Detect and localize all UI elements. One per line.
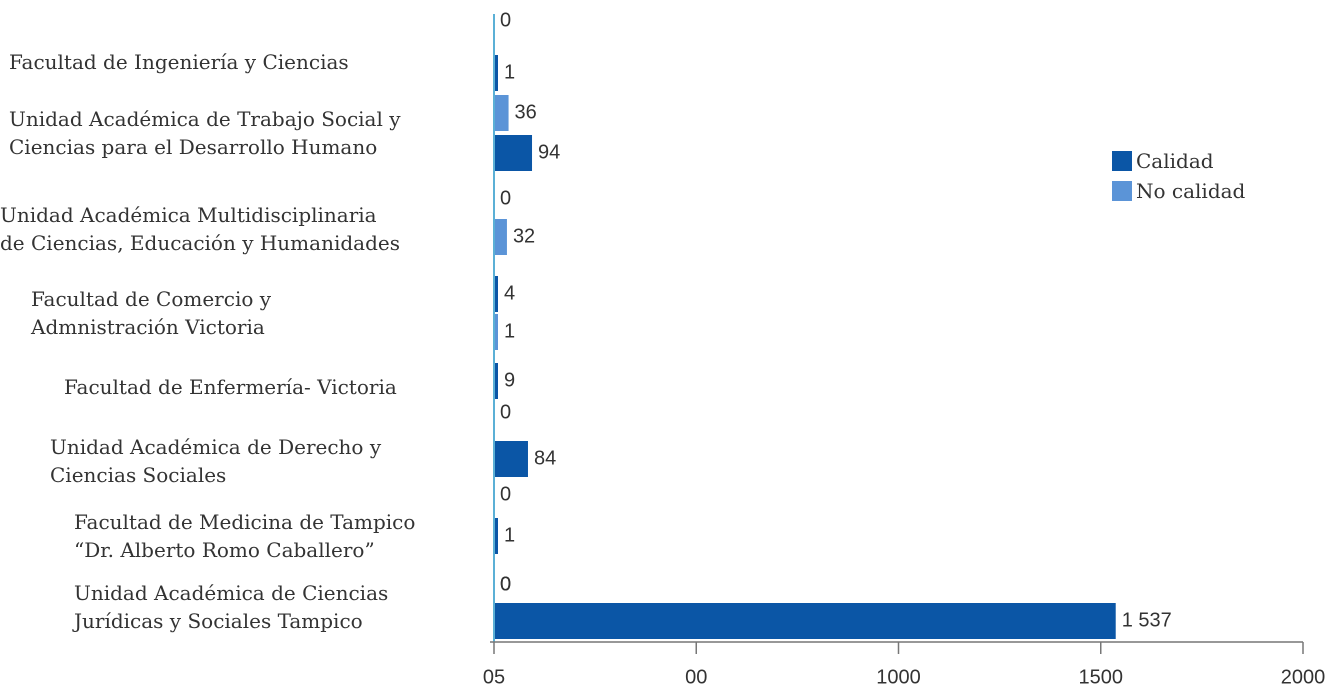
data-label-calidad-4: 9 <box>504 369 515 391</box>
bar-no-calidad-2 <box>494 219 507 255</box>
legend-item-1: No calidad <box>1112 176 1245 206</box>
legend: Calidad No calidad <box>1112 146 1245 206</box>
data-label-no-calidad-5: 0 <box>500 483 511 505</box>
bar-calidad-0 <box>494 55 498 91</box>
data-label-calidad-2: 0 <box>500 187 511 209</box>
bar-calidad-5 <box>494 441 528 477</box>
legend-item-0: Calidad <box>1112 146 1245 176</box>
legend-swatch-1 <box>1112 181 1132 201</box>
category-label-0: Facultad de Ingeniería y Ciencias <box>9 50 349 74</box>
data-label-calidad-3: 4 <box>504 282 515 304</box>
bar-no-calidad-3 <box>494 314 498 350</box>
data-label-no-calidad-2: 32 <box>513 225 535 247</box>
category-label-3: Facultad de Comercio y Admnistración Vic… <box>31 287 272 339</box>
legend-label-1: No calidad <box>1136 179 1246 203</box>
x-tick-label-2: 1000 <box>876 666 921 688</box>
data-label-calidad-1: 94 <box>538 141 560 163</box>
data-label-no-calidad-6: 0 <box>500 573 511 595</box>
data-label-no-calidad-0: 0 <box>500 9 511 31</box>
x-tick-label-4: 2000 <box>1281 666 1326 688</box>
bar-no-calidad-1 <box>494 95 509 131</box>
data-label-no-calidad-1: 36 <box>515 101 537 123</box>
legend-label-0: Calidad <box>1136 149 1214 173</box>
data-label-no-calidad-3: 1 <box>504 320 515 342</box>
bar-calidad-1 <box>494 135 533 171</box>
category-label-1: Unidad Académica de Trabajo Social y Cie… <box>9 107 401 159</box>
category-label-4: Facultad de Enfermería- Victoria <box>64 375 397 399</box>
bar-calidad-3 <box>494 276 498 312</box>
category-label-7: Unidad Académica de Ciencias Jurídicas y… <box>74 581 389 633</box>
data-label-calidad-6: 1 <box>504 524 515 546</box>
bar-calidad-7 <box>494 603 1116 639</box>
data-label-no-calidad-4: 0 <box>500 401 511 423</box>
data-label-no-calidad-7: 0 <box>500 573 511 595</box>
data-label-calidad-5: 84 <box>534 447 556 469</box>
bar-calidad-4 <box>494 363 498 399</box>
data-label-calidad-7: 1 537 <box>1122 609 1172 631</box>
x-tick-label-1: 00 <box>685 666 707 688</box>
category-label-2: Unidad Académica Multidisciplinaria de C… <box>0 203 400 255</box>
category-label-6: Facultad de Medicina de Tampico “Dr. Alb… <box>74 510 416 562</box>
data-label-calidad-0: 1 <box>504 61 515 83</box>
legend-swatch-0 <box>1112 151 1132 171</box>
x-tick-label-0: 05 <box>483 666 505 688</box>
x-tick-label-3: 1500 <box>1079 666 1124 688</box>
category-label-5: Unidad Académica de Derecho y Ciencias S… <box>50 435 382 487</box>
bar-calidad-6 <box>494 518 498 554</box>
